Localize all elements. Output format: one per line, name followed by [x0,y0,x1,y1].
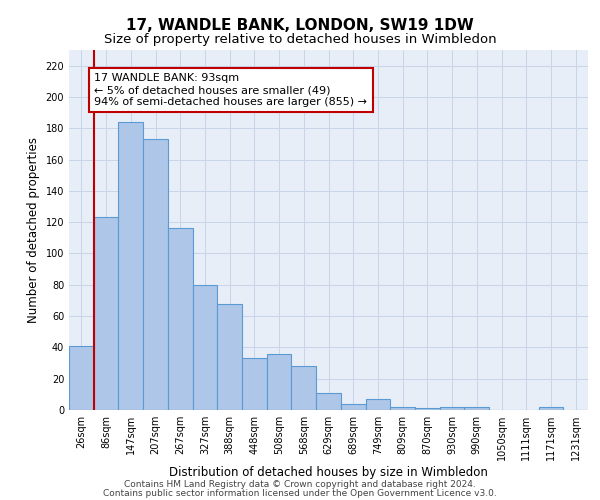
Bar [365,399,390,410]
Bar [440,407,464,410]
Bar [69,346,94,410]
Bar [143,139,168,410]
Bar [539,407,563,410]
Text: Size of property relative to detached houses in Wimbledon: Size of property relative to detached ho… [104,32,496,46]
Bar [390,407,415,410]
Bar [242,358,267,410]
X-axis label: Distribution of detached houses by size in Wimbledon: Distribution of detached houses by size … [169,466,488,479]
Bar [316,393,341,410]
Bar [292,366,316,410]
Bar [267,354,292,410]
Bar [341,404,365,410]
Text: Contains public sector information licensed under the Open Government Licence v3: Contains public sector information licen… [103,488,497,498]
Text: 17, WANDLE BANK, LONDON, SW19 1DW: 17, WANDLE BANK, LONDON, SW19 1DW [126,18,474,32]
Y-axis label: Number of detached properties: Number of detached properties [27,137,40,323]
Bar [94,218,118,410]
Bar [168,228,193,410]
Bar [193,285,217,410]
Bar [118,122,143,410]
Bar [464,407,489,410]
Bar [217,304,242,410]
Text: Contains HM Land Registry data © Crown copyright and database right 2024.: Contains HM Land Registry data © Crown c… [124,480,476,489]
Bar [415,408,440,410]
Text: 17 WANDLE BANK: 93sqm
← 5% of detached houses are smaller (49)
94% of semi-detac: 17 WANDLE BANK: 93sqm ← 5% of detached h… [94,74,367,106]
